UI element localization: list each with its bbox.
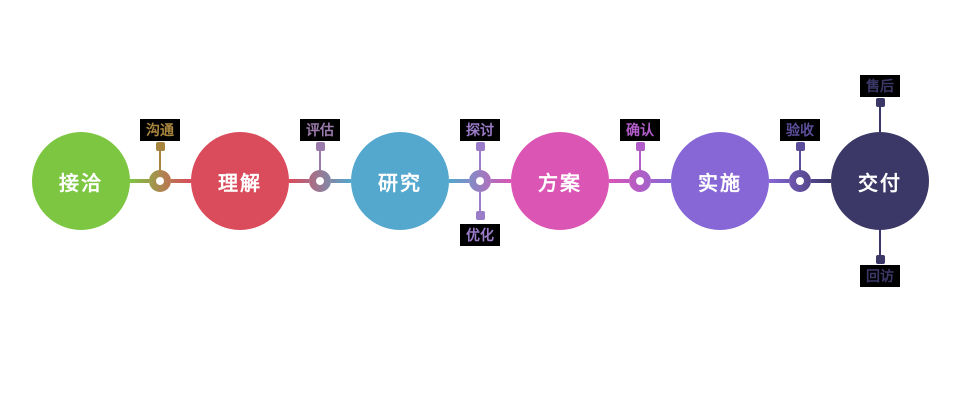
connector-stub-line bbox=[799, 151, 801, 171]
stage-circle-fangan: 方案 bbox=[511, 132, 609, 230]
stage-callout-shouhou: 售后 bbox=[860, 75, 900, 97]
connector-node-square bbox=[316, 142, 325, 151]
connector-ring bbox=[469, 170, 491, 192]
connector-label-yanshou: 验收 bbox=[780, 119, 820, 141]
connector-stub-line bbox=[319, 151, 321, 171]
callout-node-square bbox=[876, 98, 885, 107]
connector-ring bbox=[149, 170, 171, 192]
connector-link-3 bbox=[449, 170, 511, 192]
stage-circle-yanjiu: 研究 bbox=[351, 132, 449, 230]
callout-stub-line bbox=[879, 229, 881, 255]
connector-node-square bbox=[156, 142, 165, 151]
connector-stub-line-below bbox=[479, 192, 481, 211]
connector-label-goutong: 沟通 bbox=[140, 119, 180, 141]
stage-circle-jieqia: 接洽 bbox=[32, 132, 130, 230]
connector-link-4 bbox=[609, 170, 671, 192]
connector-ring bbox=[789, 170, 811, 192]
connector-link-2 bbox=[289, 170, 351, 192]
stage-circle-lijie: 理解 bbox=[191, 132, 289, 230]
connector-link-5 bbox=[769, 170, 831, 192]
stage-circle-jiaofu: 交付 bbox=[831, 132, 929, 230]
connector-link-1 bbox=[129, 170, 191, 192]
connector-stub-line bbox=[639, 151, 641, 171]
connector-stub-line bbox=[479, 151, 481, 171]
connector-ring bbox=[309, 170, 331, 192]
callout-stub-line bbox=[879, 107, 881, 135]
connector-node-square bbox=[476, 142, 485, 151]
stage-circle-shishi: 实施 bbox=[671, 132, 769, 230]
connector-ring bbox=[629, 170, 651, 192]
connector-label-pinggu: 评估 bbox=[300, 119, 340, 141]
connector-node-square bbox=[636, 142, 645, 151]
connector-node-square-below bbox=[476, 211, 485, 220]
connector-node-square bbox=[796, 142, 805, 151]
stage-callout-huifang: 回访 bbox=[860, 265, 900, 287]
callout-node-square bbox=[876, 255, 885, 264]
connector-stub-line bbox=[159, 151, 161, 171]
connector-label-tantao: 探讨 bbox=[460, 119, 500, 141]
connector-label-queren: 确认 bbox=[620, 119, 660, 141]
connector-label-youhua: 优化 bbox=[460, 224, 500, 246]
